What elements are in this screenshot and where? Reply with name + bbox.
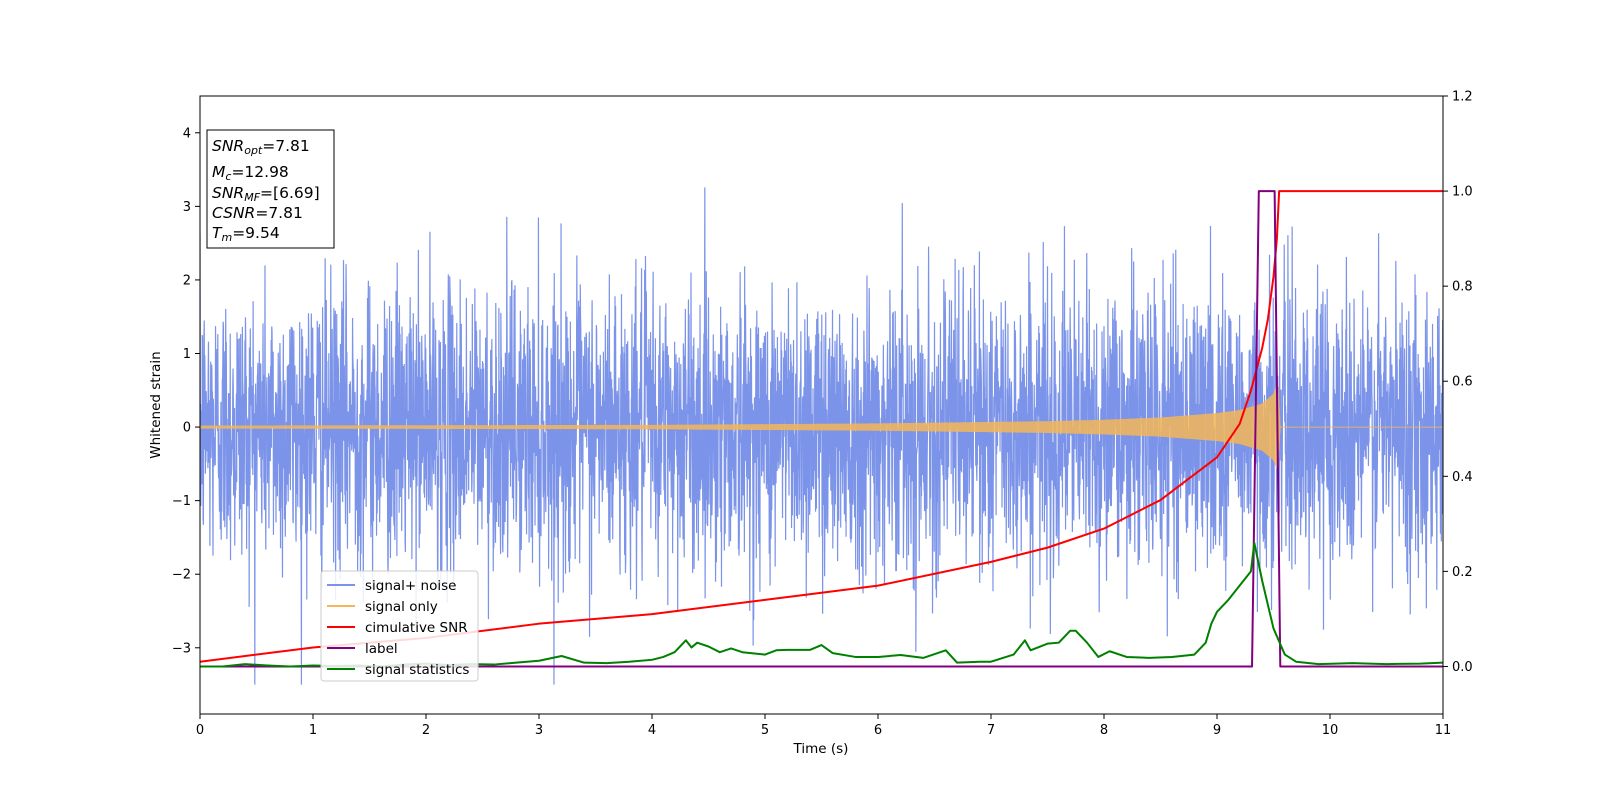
legend-label-label: label bbox=[365, 641, 398, 657]
x-tick-label: 10 bbox=[1322, 723, 1339, 738]
info-mc: Mc=12.98 bbox=[212, 163, 289, 183]
y-left-tick-label: 4 bbox=[183, 126, 191, 141]
x-tick-label: 4 bbox=[648, 723, 656, 738]
y-left-tick-label: 3 bbox=[183, 200, 191, 215]
x-tick-label: 0 bbox=[196, 723, 204, 738]
x-tick-label: 2 bbox=[422, 723, 430, 738]
y-right-tick-label: 0.4 bbox=[1452, 470, 1473, 485]
y-right-tick-label: 1.0 bbox=[1452, 185, 1473, 200]
y-right-tick-label: 0.8 bbox=[1452, 280, 1473, 295]
x-tick-label: 3 bbox=[535, 723, 543, 738]
legend-frame bbox=[320, 570, 479, 682]
y-left-tick-label: 2 bbox=[183, 273, 191, 288]
info-snr-mf: SNRMF=[6.69] bbox=[212, 184, 320, 204]
legend-label-cumulative-snr: cimulative SNR bbox=[365, 620, 468, 636]
y-left-tick-label: −1 bbox=[172, 494, 191, 509]
y-right-tick-label: 0.0 bbox=[1452, 660, 1473, 675]
y-axis-label: Whitened strain bbox=[148, 351, 164, 458]
legend-label-signal-only: signal only bbox=[365, 599, 438, 615]
legend-label-signal-statistics: signal statistics bbox=[365, 662, 469, 678]
series-signal-only bbox=[200, 383, 1443, 471]
x-tick-label: 7 bbox=[987, 723, 995, 738]
series-cumulative-snr bbox=[200, 190, 1443, 663]
legend: signal+ noise signal only cimulative SNR… bbox=[320, 570, 479, 682]
x-axis-label: Time (s) bbox=[793, 741, 849, 757]
y-right-tick-label: 1.2 bbox=[1452, 90, 1473, 105]
y-left-tick-label: −3 bbox=[172, 641, 191, 656]
info-snr-opt: SNRopt=7.81 bbox=[212, 137, 310, 157]
y-left-tick-label: 0 bbox=[183, 421, 191, 436]
y-left-tick-label: −2 bbox=[172, 568, 191, 583]
y-right-tick-label: 0.2 bbox=[1452, 565, 1473, 580]
x-tick-label: 5 bbox=[761, 723, 769, 738]
info-box-frame bbox=[206, 129, 335, 249]
y-left-tick-label: 1 bbox=[183, 347, 191, 362]
series-label bbox=[200, 190, 1443, 668]
info-csnr: CSNR=7.81 bbox=[212, 204, 303, 222]
x-tick-label: 6 bbox=[874, 723, 882, 738]
ticks-layer: 0 1 2 3 4 5 6 7 8 9 10 11 −3 −2 −1 0 1 2 3 4 0.0 0.2 0.4 0.6 0.8… bbox=[172, 90, 1473, 739]
y-right-tick-label: 0.6 bbox=[1452, 375, 1473, 390]
info-box: SNRopt=7.81 Mc=12.98 SNRMF=[6.69] CSNR=7… bbox=[206, 129, 335, 249]
x-tick-label: 9 bbox=[1213, 723, 1221, 738]
x-tick-label: 1 bbox=[309, 723, 317, 738]
legend-label-signal-noise: signal+ noise bbox=[365, 578, 456, 594]
plot-frame bbox=[199, 95, 1444, 715]
info-tm: Tm=9.54 bbox=[212, 224, 280, 244]
x-tick-label: 8 bbox=[1100, 723, 1108, 738]
x-tick-label: 11 bbox=[1435, 723, 1452, 738]
